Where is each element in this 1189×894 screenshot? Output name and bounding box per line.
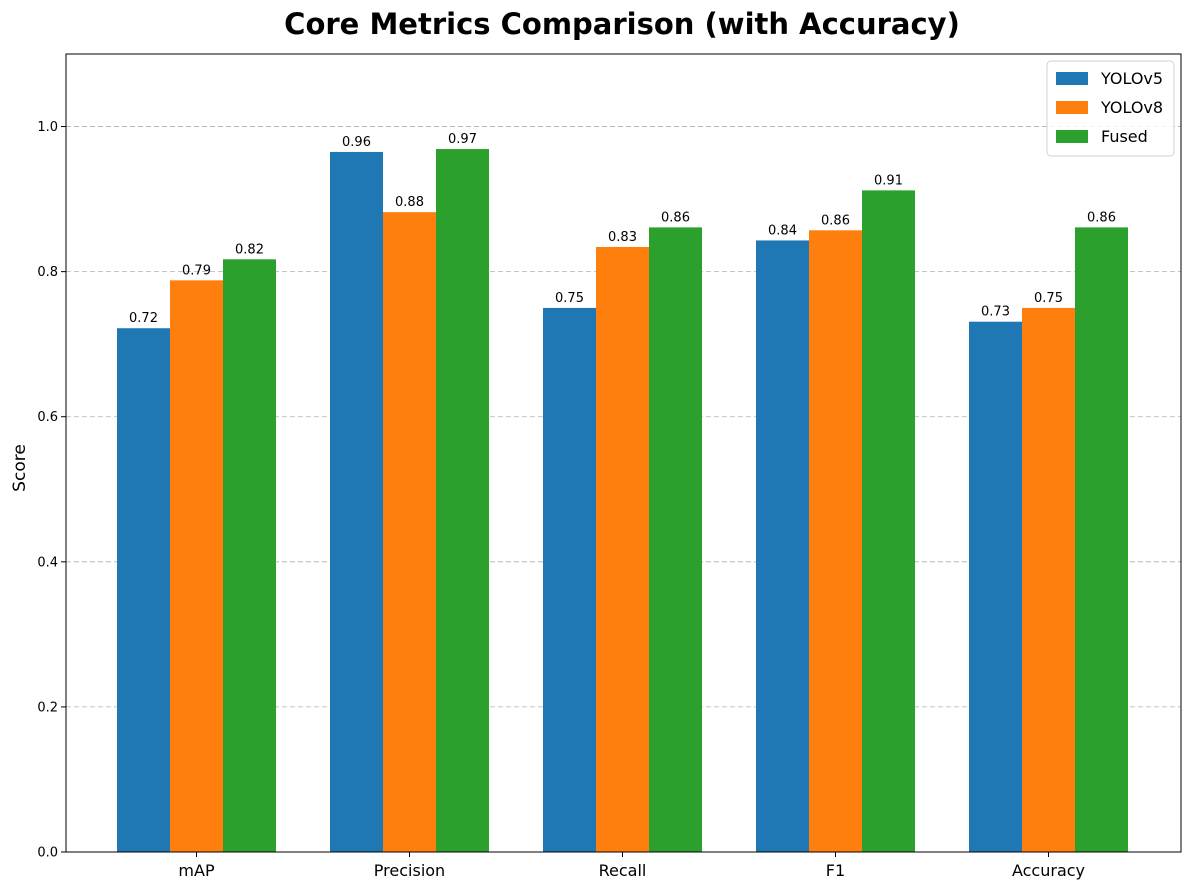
legend-label: YOLOv5 <box>1100 69 1163 88</box>
bar-yolov8-recall <box>596 246 649 853</box>
bar-yolov5-precision <box>330 151 383 852</box>
x-tick-label: Recall <box>599 861 647 880</box>
bar-value-label: 0.86 <box>661 210 690 225</box>
chart-title: Core Metrics Comparison (with Accuracy) <box>284 7 960 41</box>
legend: YOLOv5 YOLOv8 Fused <box>1046 60 1175 157</box>
bar-value-label: 0.86 <box>1087 210 1116 225</box>
bar-yolov5-f1 <box>756 240 809 852</box>
bar-value-label: 0.82 <box>235 242 264 257</box>
x-tick-label: Accuracy <box>1012 861 1085 880</box>
bar-value-label: 0.97 <box>448 132 477 147</box>
bar-value-label: 0.83 <box>608 230 637 245</box>
x-tick-label: Precision <box>374 861 445 880</box>
y-tick-label: 0.8 <box>37 265 58 280</box>
y-tick-label: 0.0 <box>37 846 58 861</box>
bar-yolov8-precision <box>383 212 436 852</box>
bar-value-label: 0.88 <box>395 195 424 210</box>
legend-swatch <box>1056 72 1088 85</box>
bar-fused-f1 <box>862 190 915 853</box>
y-tick-label: 0.4 <box>37 555 58 570</box>
legend-swatch <box>1056 130 1088 143</box>
x-axis: mAP Precision Recall F1 Accuracy <box>178 852 1085 880</box>
bar-value-labels: 0.72 0.79 0.82 0.96 0.88 0.97 0.75 0.83 0.86 0.84… <box>129 132 1116 326</box>
y-axis: 0.0 0.2 0.4 0.6 0.8 1.0 <box>37 120 66 861</box>
bar-value-label: 0.86 <box>821 213 850 228</box>
bar-fused-accuracy <box>1075 227 1128 852</box>
bar-fused-precision <box>436 149 489 852</box>
legend-label: Fused <box>1101 127 1148 146</box>
bar-yolov5-map <box>117 328 170 853</box>
bar-value-label: 0.91 <box>874 173 903 188</box>
legend-swatch <box>1056 101 1088 114</box>
bar-value-label: 0.73 <box>981 305 1010 320</box>
bar-yolov8-map <box>170 280 223 853</box>
bar-yolov8-f1 <box>809 230 862 852</box>
bar-value-label: 0.79 <box>182 263 211 278</box>
x-tick-label: mAP <box>178 861 215 880</box>
legend-label: YOLOv8 <box>1100 98 1163 117</box>
bars <box>117 149 1128 853</box>
bar-yolov5-recall <box>543 307 596 853</box>
y-axis-label: Score <box>10 444 30 492</box>
plot-frame <box>65 53 1182 853</box>
bar-value-label: 0.84 <box>768 223 797 238</box>
y-tick-label: 0.2 <box>37 700 58 715</box>
bar-value-label: 0.96 <box>342 135 371 150</box>
bar-value-label: 0.75 <box>555 291 584 306</box>
y-tick-label: 0.6 <box>37 410 58 425</box>
bar-fused-map <box>223 259 276 852</box>
bar-fused-recall <box>649 227 702 852</box>
bar-value-label: 0.72 <box>129 311 158 326</box>
bar-value-label: 0.75 <box>1034 291 1063 306</box>
bar-yolov5-accuracy <box>969 321 1022 852</box>
x-tick-label: F1 <box>826 861 845 880</box>
y-tick-label: 1.0 <box>37 120 58 135</box>
bar-yolov8-accuracy <box>1022 307 1075 853</box>
